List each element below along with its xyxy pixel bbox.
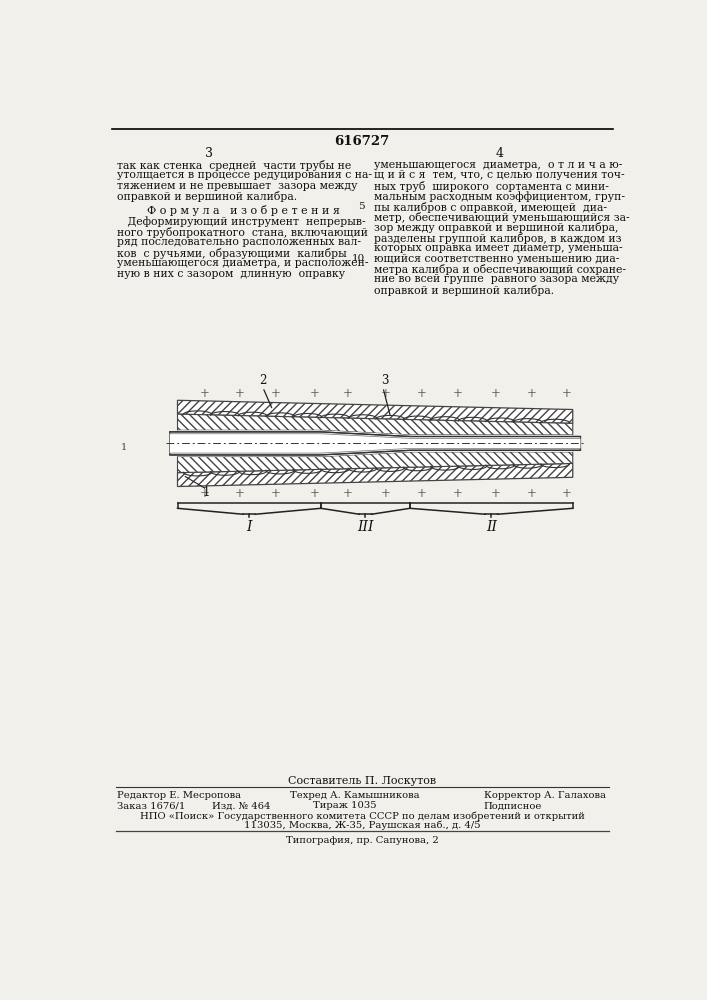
Text: ков  с ручьями, образующими  калибры: ков с ручьями, образующими калибры — [117, 248, 347, 259]
Text: +: + — [453, 487, 463, 500]
Text: II: II — [486, 520, 497, 534]
Text: +: + — [199, 487, 209, 500]
Text: +: + — [416, 387, 426, 400]
Text: зор между оправкой и вершиной калибра,: зор между оправкой и вершиной калибра, — [373, 222, 618, 233]
Text: уменьшающегося  диаметра,  о т л и ч а ю-: уменьшающегося диаметра, о т л и ч а ю- — [373, 160, 622, 170]
Text: метр, обеспечивающий уменьшающийся за-: метр, обеспечивающий уменьшающийся за- — [373, 212, 629, 223]
Text: +: + — [527, 387, 537, 400]
Text: утолщается в процессе редуцирования с на-: утолщается в процессе редуцирования с на… — [117, 170, 372, 180]
Text: +: + — [491, 387, 500, 400]
Text: +: + — [235, 487, 245, 500]
Text: уменьшающегося диаметра, и расположен-: уменьшающегося диаметра, и расположен- — [117, 258, 368, 268]
Text: +: + — [343, 387, 353, 400]
Text: +: + — [416, 487, 426, 500]
Text: 3: 3 — [380, 374, 388, 387]
Text: НПО «Поиск» Государственного комитета СССР по делам изобретений и открытий: НПО «Поиск» Государственного комитета СС… — [139, 811, 585, 821]
Text: III: III — [357, 520, 374, 534]
Polygon shape — [177, 430, 573, 436]
Text: Деформирующий инструмент  непрерыв-: Деформирующий инструмент непрерыв- — [117, 217, 366, 227]
Text: 616727: 616727 — [334, 135, 390, 148]
Text: разделены группой калибров, в каждом из: разделены группой калибров, в каждом из — [373, 233, 621, 244]
Text: Редактор Е. Месропова: Редактор Е. Месропова — [117, 791, 241, 800]
Text: ную в них с зазором  длинную  оправку: ную в них с зазором длинную оправку — [117, 269, 345, 279]
Text: пы калибров с оправкой, имеющей  диа-: пы калибров с оправкой, имеющей диа- — [373, 202, 607, 213]
Text: 1: 1 — [121, 443, 127, 452]
Text: +: + — [271, 487, 281, 500]
Text: Подписное: Подписное — [484, 801, 542, 810]
Polygon shape — [170, 434, 580, 453]
Text: которых оправка имеет диаметр, уменьша-: которых оправка имеет диаметр, уменьша- — [373, 243, 622, 253]
Text: Заказ 1676/1: Заказ 1676/1 — [117, 801, 185, 810]
Text: метра калибра и обеспечивающий сохране-: метра калибра и обеспечивающий сохране- — [373, 264, 626, 275]
Polygon shape — [177, 400, 573, 423]
Text: +: + — [310, 487, 320, 500]
Text: +: + — [380, 387, 390, 400]
Text: +: + — [343, 487, 353, 500]
Text: 2: 2 — [259, 374, 267, 387]
Polygon shape — [177, 452, 573, 473]
Text: тяжением и не превышает  зазора между: тяжением и не превышает зазора между — [117, 181, 358, 191]
Text: +: + — [380, 487, 390, 500]
Polygon shape — [177, 463, 573, 487]
Text: мальным расходным коэффициентом, груп-: мальным расходным коэффициентом, груп- — [373, 191, 624, 202]
Text: +: + — [527, 487, 537, 500]
Text: +: + — [310, 387, 320, 400]
Text: оправкой и вершиной калибра.: оправкой и вершиной калибра. — [373, 285, 554, 296]
Text: Корректор А. Галахова: Корректор А. Галахова — [484, 791, 606, 800]
Text: Изд. № 464: Изд. № 464 — [212, 801, 271, 810]
Text: ряд последовательно расположенных вал-: ряд последовательно расположенных вал- — [117, 237, 361, 247]
Text: +: + — [235, 387, 245, 400]
Text: Тираж 1035: Тираж 1035 — [313, 801, 377, 810]
Text: +: + — [491, 487, 500, 500]
Text: Составитель П. Лоскутов: Составитель П. Лоскутов — [288, 776, 436, 786]
Text: +: + — [561, 387, 571, 400]
Text: 1: 1 — [202, 486, 210, 499]
Text: 10: 10 — [352, 254, 365, 263]
Text: оправкой и вершиной калибра.: оправкой и вершиной калибра. — [117, 191, 297, 202]
Text: I: I — [247, 520, 252, 534]
Text: +: + — [271, 387, 281, 400]
Text: щ и й с я  тем, что, с целью получения точ-: щ и й с я тем, что, с целью получения то… — [373, 170, 624, 180]
Text: +: + — [199, 387, 209, 400]
Text: 113035, Москва, Ж-35, Раушская наб., д. 4/5: 113035, Москва, Ж-35, Раушская наб., д. … — [244, 821, 480, 830]
Text: Типография, пр. Сапунова, 2: Типография, пр. Сапунова, 2 — [286, 836, 438, 845]
Polygon shape — [177, 450, 573, 456]
Text: ных труб  широкого  сортамента с мини-: ных труб широкого сортамента с мини- — [373, 181, 609, 192]
Text: ного трубопрокатного  стана, включающий: ного трубопрокатного стана, включающий — [117, 227, 368, 238]
Text: 3: 3 — [204, 147, 213, 160]
Text: 5: 5 — [358, 202, 365, 211]
Text: Техред А. Камышникова: Техред А. Камышникова — [290, 791, 419, 800]
Polygon shape — [177, 414, 573, 435]
Polygon shape — [170, 432, 580, 455]
Text: так как стенка  средней  части трубы не: так как стенка средней части трубы не — [117, 160, 351, 171]
Text: ние во всей группе  равного зазора между: ние во всей группе равного зазора между — [373, 274, 619, 284]
Text: ющийся соответственно уменьшению диа-: ющийся соответственно уменьшению диа- — [373, 254, 619, 264]
Text: +: + — [561, 487, 571, 500]
Text: +: + — [453, 387, 463, 400]
Text: 4: 4 — [495, 147, 503, 160]
Text: Ф о р м у л а   и з о б р е т е н и я: Ф о р м у л а и з о б р е т е н и я — [147, 205, 340, 216]
